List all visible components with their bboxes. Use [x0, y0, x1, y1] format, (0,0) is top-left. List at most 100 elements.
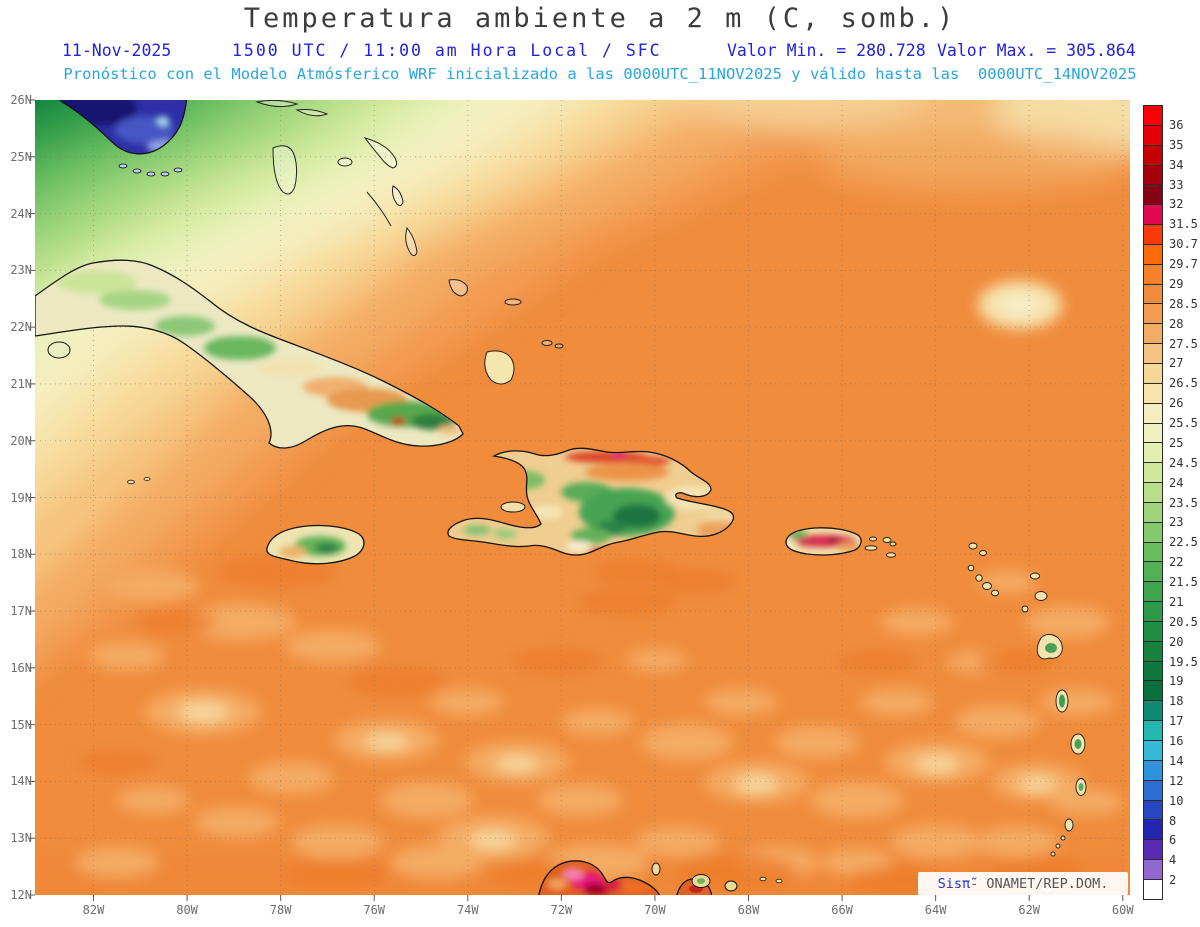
bahamas-outlines	[255, 100, 564, 385]
colorbar-tick-label: 2	[1169, 873, 1177, 888]
sea-temperature-patches	[35, 281, 1130, 895]
colorbar-cell	[1144, 106, 1162, 126]
colorbar-cell	[1144, 403, 1162, 424]
header-line-datetime: 11-Nov-2025 1500 UTC / 11:00 am Hora Loc…	[0, 41, 1200, 61]
colorbar-cell	[1144, 205, 1162, 226]
jamaica	[266, 524, 365, 565]
colorbar-cell	[1144, 363, 1162, 384]
colorbar-tick-label: 6	[1169, 833, 1177, 848]
colorbar-cell	[1144, 661, 1162, 682]
lon-tick-label: 60W	[1111, 903, 1134, 917]
lat-tick-label: 14N	[10, 774, 32, 789]
colorbar-cell	[1144, 324, 1162, 345]
colorbar-cell	[1144, 165, 1162, 186]
colorbar-cell	[1144, 879, 1162, 899]
colorbar-cell	[1144, 443, 1162, 464]
valid-time: 1500 UTC / 11:00 am Hora Local / SFC	[232, 41, 662, 60]
colorbar-tick-label: 26	[1169, 396, 1184, 411]
model-info-line: Pronóstico con el Modelo Atmósferico WRF…	[63, 65, 1137, 83]
colorbar-cell	[1144, 780, 1162, 801]
colorbar	[1143, 105, 1163, 900]
colorbar-tick-label: 10	[1169, 793, 1184, 808]
watermark-brand: Sisπ̃	[937, 875, 971, 892]
cayman-outline	[143, 477, 151, 481]
colorbar-tick-label: 20	[1169, 634, 1184, 649]
colorbar-tick-label: 26.5	[1169, 376, 1198, 391]
forecast-date: 11-Nov-2025	[62, 41, 172, 60]
colorbar-cell	[1144, 304, 1162, 325]
colorbar-tick-label: 24.5	[1169, 455, 1198, 470]
colorbar-tick-label: 21.5	[1169, 575, 1198, 589]
lat-tick-label: 16N	[10, 660, 32, 675]
colorbar-tick-label: 19	[1169, 674, 1184, 689]
colorbar-tick-label: 29.7	[1169, 257, 1198, 271]
colorbar-cell	[1144, 701, 1162, 722]
south-america-coast	[537, 860, 783, 895]
colorbar-cell	[1144, 681, 1162, 702]
colorbar-tick-label: 28.5	[1169, 296, 1198, 311]
colorbar-cell	[1144, 502, 1162, 523]
lat-tick-label: 20N	[10, 433, 32, 448]
colorbar-cell	[1144, 522, 1162, 543]
colorbar-tick-label: 25	[1169, 435, 1184, 450]
watermark: Sisπ̃ - ONAMET/REP.DOM.	[918, 872, 1128, 895]
lat-tick-label: 21N	[10, 376, 32, 391]
colorbar-cell	[1144, 423, 1162, 444]
colorbar-cell	[1144, 185, 1162, 206]
lon-tick-label: 78W	[269, 903, 292, 917]
lon-tick-label: 62W	[1018, 903, 1041, 917]
valor-max: Valor Max. = 305.864	[937, 41, 1136, 60]
colorbar-tick-label: 16	[1169, 734, 1184, 748]
lat-tick-label: 25N	[10, 149, 32, 164]
colorbar-cell	[1144, 840, 1162, 861]
colorbar-cell	[1144, 225, 1162, 245]
colorbar-tick-label: 29	[1169, 276, 1184, 291]
colorbar-tick-label: 23.5	[1169, 495, 1198, 510]
puerto-rico	[785, 527, 897, 558]
page-title: Temperatura ambiente a 2 m (C, somb.)	[243, 3, 957, 34]
lon-tick-label: 68W	[737, 903, 760, 917]
colorbar-cell	[1144, 483, 1162, 503]
lat-tick-label: 23N	[10, 263, 32, 278]
colorbar-cell	[1144, 145, 1162, 166]
colorbar-tick-label: 27.5	[1169, 336, 1198, 351]
gonave-outline	[500, 501, 526, 513]
colorbar-tick-label: 22	[1169, 555, 1184, 570]
colorbar-cell	[1144, 721, 1162, 741]
st-vincent-outline	[1064, 818, 1074, 832]
colorbar-tick-label: 18	[1169, 694, 1184, 709]
colorbar-tick-label: 28	[1169, 316, 1184, 331]
lat-tick-label: 24N	[10, 206, 32, 221]
lon-tick-label: 72W	[550, 903, 573, 917]
colorbar-tick-label: 14	[1169, 753, 1184, 768]
colorbar-cell	[1144, 542, 1162, 563]
colorbar-cell	[1144, 820, 1162, 841]
lon-tick-label: 74W	[456, 903, 479, 917]
colorbar-tick-label: 31.5	[1169, 217, 1198, 232]
colorbar-tick-label: 20.5	[1169, 614, 1198, 629]
lon-tick-label: 70W	[644, 903, 666, 917]
colorbar-tick-label: 33	[1169, 177, 1184, 192]
colorbar-tick-label: 35	[1169, 137, 1184, 152]
colorbar-tick-label: 22.5	[1169, 535, 1198, 550]
colorbar-cell	[1144, 621, 1162, 642]
cuba	[35, 259, 464, 485]
colorbar-cell	[1144, 344, 1162, 364]
colorbar-cell	[1144, 125, 1162, 146]
colorbar-cell	[1144, 264, 1162, 285]
lon-tick-label: 82W	[82, 903, 105, 917]
lat-tick-label: 13N	[10, 831, 32, 846]
colorbar-cell	[1144, 760, 1162, 781]
aruba-outline	[651, 862, 661, 876]
map-field	[35, 100, 1130, 895]
florida-keys	[118, 163, 183, 177]
isla-juventud-outline	[47, 341, 71, 359]
colorbar-tick-label: 23	[1169, 515, 1184, 530]
colorbar-cell	[1144, 641, 1162, 662]
lon-tick-label: 76W	[363, 903, 386, 917]
colorbar-tick-label: 21	[1169, 594, 1184, 609]
lat-tick-label: 26N	[10, 93, 32, 107]
colorbar-tick-label: 30.7	[1169, 237, 1198, 252]
lat-tick-label: 22N	[10, 320, 32, 335]
